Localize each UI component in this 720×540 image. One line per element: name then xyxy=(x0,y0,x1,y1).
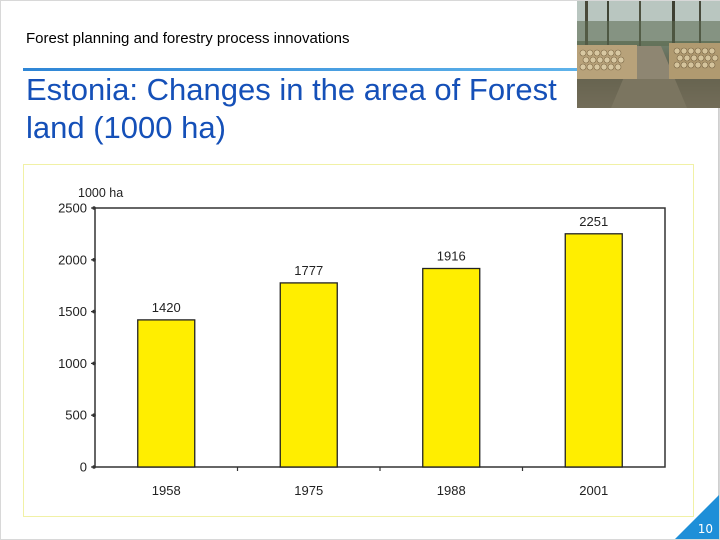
y-tick-dot xyxy=(92,309,96,314)
y-tick-label: 500 xyxy=(65,408,87,423)
y-tick-dot xyxy=(92,413,96,417)
y-tick-label: 2000 xyxy=(58,252,87,267)
y-tick-dot xyxy=(92,361,96,366)
x-tick-label: 2001 xyxy=(579,483,608,498)
bar-1988 xyxy=(422,267,481,468)
x-tick-label: 1988 xyxy=(437,483,466,498)
y-axis-unit-label: 1000 ha xyxy=(78,186,123,200)
x-tick-label: 1975 xyxy=(294,483,323,498)
bar-2001 xyxy=(564,233,623,468)
bar-value-label: 1777 xyxy=(294,263,323,278)
forest-road-photo-illustration xyxy=(577,1,720,108)
y-tick-label: 1500 xyxy=(58,304,87,319)
bar-chart: 1000 ha 0 500 1000 1500 2000 2500 1958 1975 198… xyxy=(58,186,666,498)
bar-value-label: 2251 xyxy=(579,214,608,229)
page-corner-triangle xyxy=(675,495,719,539)
y-tick-dot xyxy=(92,465,96,469)
right-edge-line xyxy=(718,108,719,540)
page-number: 10 xyxy=(697,522,713,536)
chart-frame: 1000 ha 0 500 1000 1500 2000 2500 1958 1975 198… xyxy=(23,164,694,517)
bar-1975 xyxy=(279,282,338,468)
bar-value-label: 1916 xyxy=(437,249,466,264)
forest-photo xyxy=(577,1,720,108)
y-tick-label: 1000 xyxy=(58,356,87,371)
slide-title: Estonia: Changes in the area of Forest l… xyxy=(26,72,557,145)
header-subtitle: Forest planning and forestry process inn… xyxy=(26,30,350,47)
bar-value-label: 1420 xyxy=(152,300,181,315)
y-tick-label: 0 xyxy=(80,460,87,475)
y-tick-label: 2500 xyxy=(58,201,87,216)
y-tick-dot xyxy=(92,258,96,262)
y-tick-dot xyxy=(92,206,96,210)
bar-1958 xyxy=(137,319,196,468)
header-rule xyxy=(23,68,583,71)
x-tick-label: 1958 xyxy=(152,483,181,498)
